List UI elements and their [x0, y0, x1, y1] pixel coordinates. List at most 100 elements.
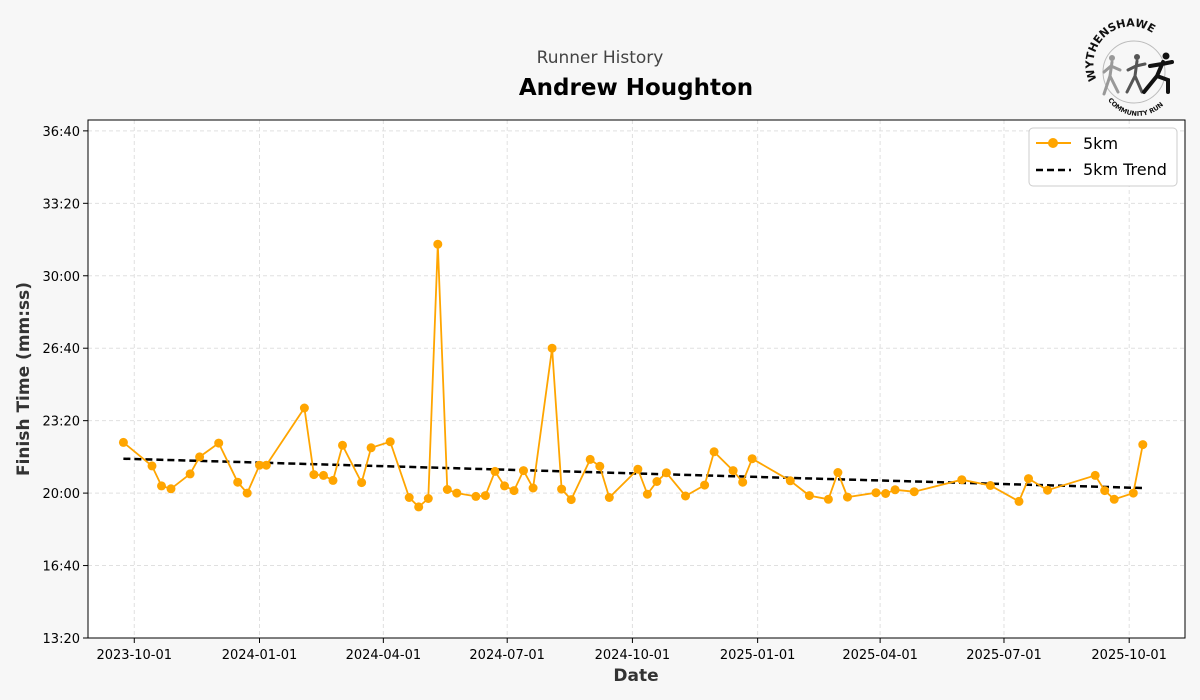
data-point — [414, 502, 424, 512]
data-point — [528, 483, 538, 493]
grid — [88, 120, 1185, 639]
y-tick-label: 16:40 — [43, 560, 80, 575]
data-point — [261, 460, 271, 470]
data-point — [823, 494, 833, 504]
data-point — [1014, 496, 1024, 506]
y-tick-label: 36:40 — [43, 125, 80, 140]
data-point — [214, 438, 224, 448]
data-point — [118, 437, 128, 447]
legend-label-5km: 5km — [1083, 134, 1118, 153]
data-point — [185, 469, 195, 479]
y-tick-label: 33:20 — [43, 197, 80, 212]
data-point — [661, 468, 671, 478]
data-point — [557, 484, 567, 494]
data-point — [404, 493, 414, 502]
data-point — [709, 447, 719, 457]
data-point — [909, 487, 919, 497]
y-tick-label: 26:40 — [43, 342, 80, 357]
data-point — [1128, 488, 1138, 498]
data-point — [519, 466, 528, 476]
x-axis-label: Date — [613, 666, 658, 686]
data-point — [1109, 494, 1119, 504]
y-tick-label: 20:00 — [43, 487, 80, 502]
data-point — [843, 492, 852, 502]
legend-label-trend: 5km Trend — [1083, 160, 1167, 179]
x-tick-label: 2024-01-01 — [222, 648, 298, 663]
data-point — [195, 452, 205, 462]
data-point — [328, 475, 338, 485]
data-point — [490, 466, 500, 476]
data-point — [357, 478, 367, 488]
data-point — [157, 481, 166, 491]
logo-ring — [1102, 40, 1166, 104]
x-tick-label: 2024-04-01 — [346, 648, 422, 663]
data-point — [871, 488, 881, 498]
data-point — [242, 488, 252, 498]
data-point — [633, 464, 643, 474]
data-point — [385, 437, 395, 447]
y-tick-label: 23:20 — [43, 415, 80, 430]
y-axis-label: Finish Time (mm:ss) — [14, 282, 34, 476]
data-point — [255, 460, 264, 470]
data-point — [957, 475, 967, 485]
data-point — [595, 461, 605, 471]
logo-bottom-text: COMMUNITY RUN — [1106, 96, 1165, 118]
data-point — [642, 489, 652, 499]
data-point — [147, 461, 157, 471]
data-point — [452, 488, 462, 498]
data-point — [500, 481, 509, 491]
data-point — [299, 403, 309, 413]
x-tick-label: 2025-04-01 — [842, 648, 918, 663]
y-tick-label: 30:00 — [43, 270, 80, 285]
data-point — [338, 440, 347, 450]
data-point — [1138, 440, 1148, 450]
data-point — [1100, 486, 1110, 496]
data-point — [890, 485, 900, 495]
data-point — [471, 491, 481, 501]
data-point — [585, 454, 595, 464]
data-point — [833, 468, 843, 477]
data-point — [509, 486, 519, 496]
data-point — [423, 494, 433, 503]
data-point — [366, 443, 376, 453]
legend: 5km 5km Trend — [1028, 127, 1178, 187]
data-point — [681, 491, 690, 501]
data-point — [738, 477, 748, 487]
data-point — [442, 485, 452, 494]
x-tick-label: 2023-10-01 — [96, 648, 172, 663]
data-point — [881, 489, 891, 498]
logo-top-text: WYTHENSHAWE — [1083, 16, 1157, 83]
chart-title: Andrew Houghton — [519, 75, 753, 101]
x-tick-label: 2024-07-01 — [469, 648, 545, 663]
data-point — [1043, 485, 1052, 495]
x-axis-ticks: 2023-10-01 2024-01-01 2024-04-01 2024-07-01… — [96, 638, 1167, 663]
data-point — [480, 491, 490, 501]
data-point — [309, 470, 319, 480]
data-point — [1090, 470, 1100, 480]
x-tick-label: 2025-10-01 — [1091, 648, 1167, 663]
x-tick-label: 2025-07-01 — [966, 648, 1042, 663]
data-point — [728, 466, 738, 476]
legend-marker-5km — [1048, 138, 1058, 148]
data-point — [747, 454, 757, 464]
data-point — [1024, 474, 1033, 484]
data-point — [433, 239, 443, 249]
runner-silhouettes-icon — [1102, 52, 1174, 96]
y-axis-ticks: 13:20 16:40 20:00 23:20 26:40 30:00 33:20 36:40 — [43, 125, 88, 647]
y-tick-label: 13:20 — [43, 632, 80, 647]
plot-frame — [87, 119, 1186, 639]
data-point — [700, 480, 710, 490]
x-tick-label: 2025-01-01 — [720, 648, 796, 663]
plot-area — [88, 120, 1185, 638]
data-point — [166, 484, 176, 494]
data-point — [319, 470, 328, 480]
data-point — [985, 481, 995, 490]
logo: WYTHENSHAWE COMMUNITY RUN — [1083, 16, 1174, 118]
data-point — [785, 476, 795, 486]
data-point — [652, 477, 662, 486]
chart-suptitle: Runner History — [537, 48, 664, 68]
data-point — [566, 495, 576, 505]
data-point — [233, 477, 243, 487]
data-point — [547, 343, 557, 353]
